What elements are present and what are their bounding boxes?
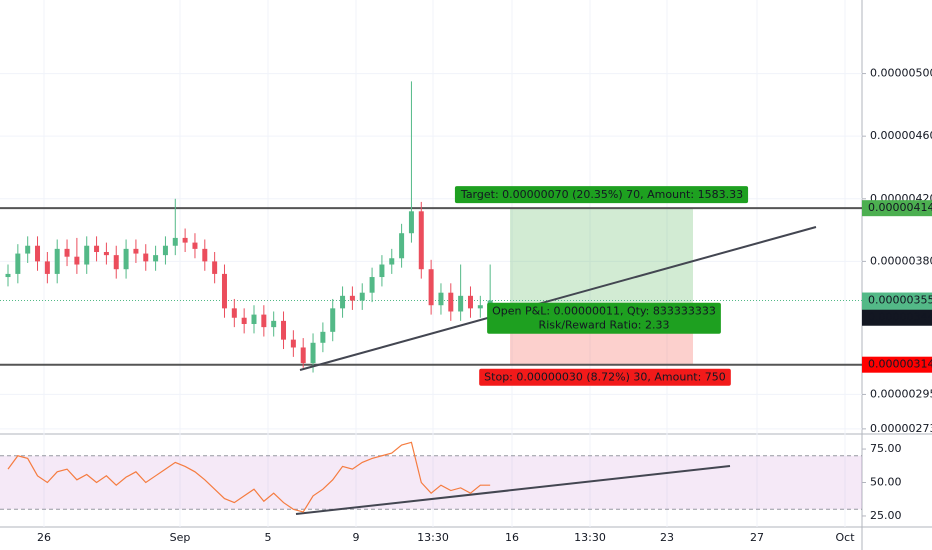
candle-body <box>418 211 424 270</box>
candle-body <box>133 248 139 254</box>
candle-body <box>15 253 21 274</box>
candle-body <box>349 295 355 301</box>
x-tick-label: Oct <box>835 531 855 544</box>
candle-body <box>290 339 296 348</box>
y-tick-label: 0.00000460 <box>870 129 932 142</box>
target-zone <box>510 208 693 318</box>
candle-body <box>202 248 208 262</box>
candle-body <box>192 242 198 249</box>
candle-body <box>300 347 306 364</box>
candle-body <box>74 256 80 265</box>
candle-body <box>399 233 405 259</box>
x-tick-label: 27 <box>750 531 764 544</box>
x-tick-label: Sep <box>170 531 191 544</box>
x-tick-label: 5 <box>265 531 272 544</box>
candle-body <box>271 320 277 328</box>
x-tick-label: 13:30 <box>417 531 449 544</box>
candle-body <box>5 273 11 278</box>
candle-body <box>221 273 227 309</box>
candle-body <box>143 253 149 262</box>
candle-body <box>123 248 129 270</box>
candle-body <box>241 317 247 324</box>
candle-body <box>153 255 159 262</box>
candle-body <box>438 292 444 306</box>
target-label: Target: 0.00000070 (20.35%) 70, Amount: … <box>460 188 743 201</box>
price-marker-label: 0.00000355 <box>868 294 932 307</box>
y-tick-label: 0.00000500 <box>870 67 932 80</box>
price-marker-bg <box>862 356 932 373</box>
candle-body <box>64 248 70 257</box>
candle-body <box>359 292 365 301</box>
candle-body <box>162 245 168 256</box>
candle-body <box>103 252 109 256</box>
candle-body <box>113 255 119 270</box>
trend-line <box>299 226 817 371</box>
stop-label: Stop: 0.00000030 (8.72%) 30, Amount: 750 <box>484 371 726 384</box>
price-marker-bg <box>862 292 932 309</box>
candle-body <box>340 295 346 309</box>
candle-body <box>330 308 336 332</box>
candle-body <box>467 295 473 309</box>
rsi-tick-label: 75.00 <box>870 442 902 455</box>
price-marker-label: 0.00000414 <box>868 201 932 214</box>
candle-body <box>320 331 326 343</box>
candle-body <box>281 320 287 340</box>
y-tick-label: 0.00000273 <box>870 422 932 435</box>
candle-body <box>448 292 454 312</box>
candle-body <box>231 308 237 318</box>
candle-body <box>172 237 178 246</box>
price-marker-bg <box>862 309 932 326</box>
candle-body <box>428 269 434 306</box>
candle-body <box>212 261 218 274</box>
price-marker-bg <box>862 200 932 217</box>
ratio-label: Risk/Reward Ratio: 2.33 <box>539 319 670 332</box>
rsi-tick-label: 50.00 <box>870 476 902 489</box>
price-marker-label: 0.00000344 <box>868 311 932 324</box>
open-pl-bg <box>487 302 721 334</box>
candle-body <box>54 248 60 274</box>
candle-body <box>477 305 483 309</box>
rsi-trend-line <box>295 465 731 515</box>
open-pl-label: Open P&L: 0.00000011, Qty: 833333333 <box>492 305 716 318</box>
target-label-bg <box>454 186 749 204</box>
candle-body <box>182 237 188 243</box>
x-tick-label: 16 <box>505 531 519 544</box>
x-tick-label: 13:30 <box>574 531 606 544</box>
candle-body <box>94 245 100 252</box>
rsi-tick-label: 25.00 <box>870 509 902 522</box>
candle-body <box>379 264 385 278</box>
x-tick-label: 26 <box>37 531 51 544</box>
candle-body <box>251 314 257 324</box>
candle-body <box>389 258 395 265</box>
candle-body <box>310 342 316 364</box>
candle-body <box>44 261 50 274</box>
candle-body <box>35 245 41 262</box>
rsi-band <box>0 455 862 510</box>
price-marker-label: 0.00000314 <box>868 358 932 371</box>
y-tick-label: 0.00000380 <box>870 254 932 267</box>
y-tick-label: 0.00000295 <box>870 387 932 400</box>
candle-body <box>25 245 31 254</box>
candle-body <box>84 245 90 265</box>
x-tick-label: 23 <box>660 531 674 544</box>
candle-body <box>458 295 464 312</box>
x-tick-label: 9 <box>353 531 360 544</box>
candle-body <box>369 277 375 293</box>
candle-body <box>408 211 414 234</box>
candle-body <box>261 314 267 328</box>
rsi-line <box>7 441 491 513</box>
stop-label-bg <box>479 368 731 386</box>
